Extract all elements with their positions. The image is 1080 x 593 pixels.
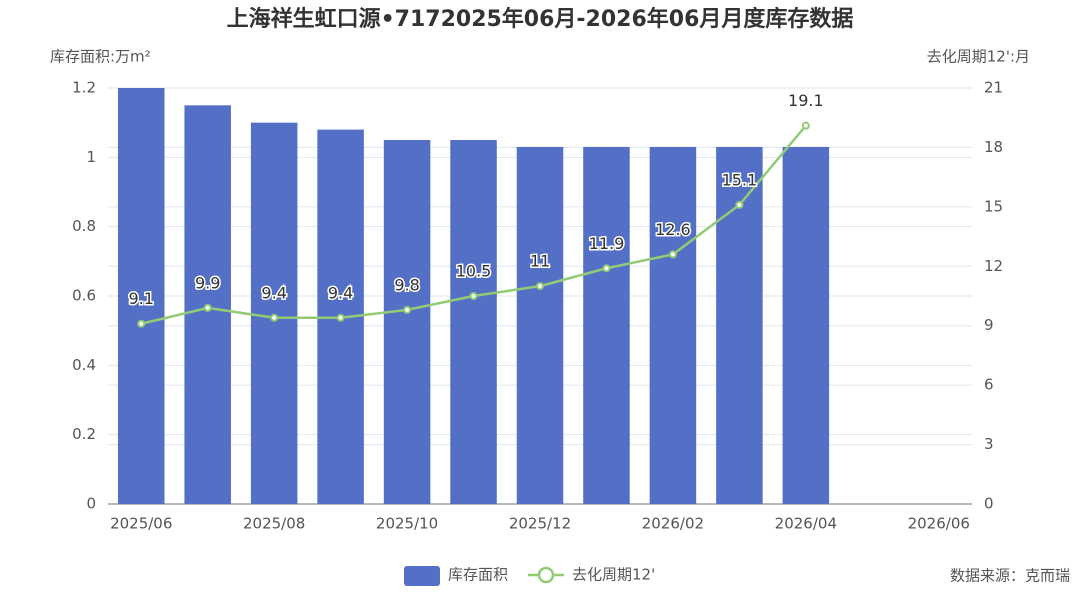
bar xyxy=(450,140,497,504)
line-point xyxy=(403,305,412,314)
line-point xyxy=(536,282,544,291)
y2-tick-label: 15 xyxy=(984,197,1003,215)
x-tick-label: 2026/04 xyxy=(775,515,837,533)
line-point xyxy=(735,200,744,209)
y-tick-label: 1 xyxy=(86,148,96,166)
y-tick-label: 0.2 xyxy=(72,425,96,443)
x-tick-label: 2025/12 xyxy=(509,515,571,533)
bar xyxy=(383,140,431,504)
value-label: 9.9 xyxy=(195,273,220,292)
bar xyxy=(782,146,830,504)
y2-tick-label: 0 xyxy=(984,495,994,513)
x-tick-label: 2025/06 xyxy=(110,515,172,533)
line-point xyxy=(469,292,478,300)
bar xyxy=(250,122,298,505)
value-label: 9.8 xyxy=(394,275,419,294)
y-tick-label: 0.8 xyxy=(72,217,96,235)
legend-swatch xyxy=(537,566,555,584)
line-point xyxy=(137,319,146,328)
y2-tick-label: 3 xyxy=(984,435,994,453)
value-label: 12.6 xyxy=(655,220,691,239)
y2-tick-label: 12 xyxy=(984,257,1003,275)
y2-tick-label: 6 xyxy=(984,376,994,394)
y-tick-label: 0.4 xyxy=(72,356,96,374)
bar xyxy=(716,146,763,504)
chart-title: 上海祥生虹口源•7172025年06月-2026年06月月度库存数据 xyxy=(227,6,854,32)
value-label: 19.1 xyxy=(788,91,824,110)
value-label: 15.1 xyxy=(722,170,758,189)
x-tick-label: 2026/02 xyxy=(642,515,704,533)
value-label: 11.9 xyxy=(589,234,625,253)
y2-tick-label: 21 xyxy=(984,79,1003,97)
y-tick-label: 1.2 xyxy=(72,79,96,97)
line-point xyxy=(336,313,345,322)
line-point xyxy=(801,121,810,130)
bar xyxy=(649,146,697,504)
x-tick-label: 2026/06 xyxy=(908,515,970,533)
legend-label: 库存面积 xyxy=(448,566,508,584)
x-tick-label: 2025/08 xyxy=(243,515,305,533)
x-tick-label: 2025/10 xyxy=(376,515,438,533)
y2-axis-label: 去化周期12':月 xyxy=(927,48,1030,66)
value-label: 9.4 xyxy=(261,283,286,302)
value-label: 10.5 xyxy=(456,262,492,281)
y2-tick-label: 18 xyxy=(984,138,1003,156)
bar xyxy=(583,146,630,504)
source: 数据来源：克而瑞 xyxy=(950,567,1070,585)
bar xyxy=(117,88,165,504)
y-axis-label: 库存面积:万m² xyxy=(50,48,151,66)
y-tick-label: 0.6 xyxy=(72,287,96,305)
line-point xyxy=(668,250,677,259)
y2-tick-label: 9 xyxy=(984,316,994,334)
legend-swatch xyxy=(404,566,440,586)
line-point xyxy=(270,313,279,322)
value-label: 9.4 xyxy=(328,283,353,302)
value-label: 11 xyxy=(530,252,550,271)
y-tick-label: 0 xyxy=(86,495,96,513)
legend-label: 去化周期12' xyxy=(572,566,655,584)
value-label: 9.1 xyxy=(129,289,154,308)
line-point xyxy=(203,303,212,312)
bar xyxy=(516,146,564,504)
line-point xyxy=(602,264,611,273)
